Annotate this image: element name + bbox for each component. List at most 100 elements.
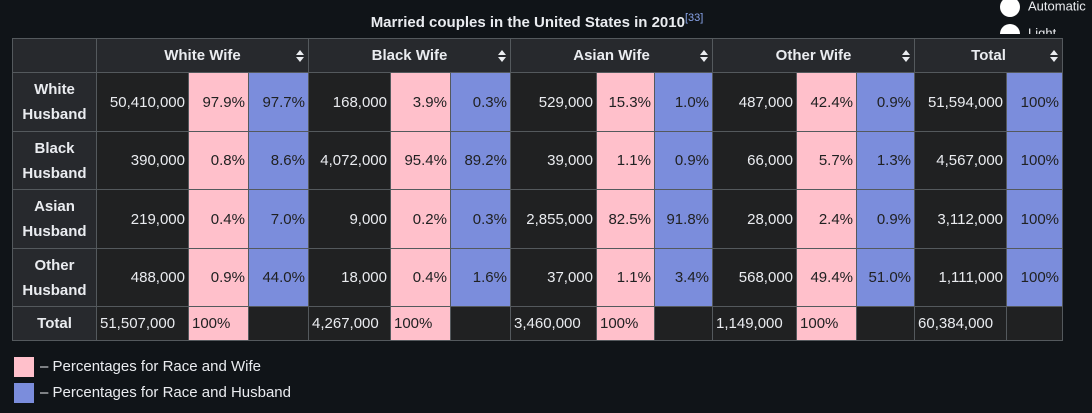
table-cell: 100% [188,306,249,341]
table-cell: 100% [1006,248,1064,307]
table-cell: 0.8% [188,131,249,190]
empty-cell [856,306,916,341]
theme-option[interactable]: Automatic [1000,0,1086,17]
table-cell: 1.3% [856,131,916,190]
table-cell: 97.9% [188,72,249,132]
table-cell: 66,000 [712,131,798,190]
table-cell: 9,000 [308,189,391,249]
table-cell: 1.0% [653,72,714,132]
caption-title: Married couples in the United States in … [370,14,685,31]
table-cell: 89.2% [450,131,511,190]
table-cell: 82.5% [596,189,655,249]
table-cell: 50,410,000 [96,72,189,132]
table-cell: 1.1% [596,131,655,190]
table-cell: 0.9% [856,189,916,249]
legend-item: – Percentages for Race and Wife [14,357,261,377]
table-cell: 8.6% [248,131,309,190]
table-cell: 4,072,000 [308,131,391,190]
table-cell: 100% [1006,72,1064,132]
table-cell: 100% [1006,189,1064,249]
theme-label: Automatic [1028,0,1086,14]
table-cell: 0.3% [450,189,511,249]
column-title: Total [971,47,1006,64]
table-cell: 49.4% [796,248,858,307]
table-cell: 2,855,000 [510,189,597,249]
table-cell: 44.0% [248,248,309,307]
table-cell: 487,000 [712,72,798,132]
table-cell: 1,111,000 [914,248,1008,307]
table-cell: 28,000 [712,189,798,249]
data-table: White Wife Black Wife Asian Wife Other Wife… [12,38,1064,341]
table-cell: 0.4% [390,248,451,307]
table-cell: 0.3% [450,72,511,132]
radio[interactable] [1000,0,1020,17]
row-header: Black Husband [12,131,97,190]
row-header: White Husband [12,72,97,132]
column-title: Black Wife [371,47,448,64]
table-cell: 2.4% [796,189,858,249]
table-cell: 1.6% [450,248,511,307]
column-header[interactable]: Asian Wife [509,38,714,73]
radio[interactable] [1000,24,1020,34]
empty-cell [653,306,714,341]
table-caption: Married couples in the United States in … [12,12,1062,31]
column-title: Asian Wife [573,47,650,64]
theme-option[interactable]: Light [1000,24,1056,34]
column-header[interactable]: Black Wife [308,38,511,73]
table-cell: 51,507,000 [96,306,189,341]
table-row: Black Husband 390,000 0.8% 8.6% 4,072,000 95.… [12,131,1064,190]
column-header[interactable]: Other Wife [712,38,916,73]
table-cell: 4,267,000 [308,306,391,341]
table-cell: 3,460,000 [510,306,597,341]
table-cell: 219,000 [96,189,189,249]
legend-item: – Percentages for Race and Husband [14,383,291,403]
table-cell: 51,594,000 [914,72,1008,132]
table-cell: 5.7% [796,131,858,190]
table-row: Other Husband 488,000 0.9% 44.0% 18,000 0.4% 1… [12,248,1064,307]
table-row: White Husband 50,410,000 97.9% 97.7% 168,000… [12,72,1064,132]
table-row: Total 51,507,000 100% 4,267,000 100% 3,460,00… [12,306,1064,341]
table-cell: 15.3% [596,72,655,132]
table-cell: 529,000 [510,72,597,132]
corner-cell [12,38,97,73]
table-cell: 390,000 [96,131,189,190]
table-cell: 0.4% [188,189,249,249]
legend-label: – Percentages for Race and Husband [40,383,291,401]
table-cell: 488,000 [96,248,189,307]
table-row: Asian Husband 219,000 0.4% 7.0% 9,000 0.2% 0.3… [12,189,1064,249]
table-cell: 37,000 [510,248,597,307]
table-cell: 100% [596,306,655,341]
table-cell: 3.4% [653,248,714,307]
legend-swatch [14,383,34,403]
table-cell: 3,112,000 [914,189,1008,249]
column-header[interactable]: White Wife [96,38,309,73]
table-cell: 0.9% [188,248,249,307]
table-cell: 168,000 [308,72,391,132]
column-header[interactable]: Total [914,38,1064,73]
table-cell: 100% [390,306,451,341]
table-cell: 42.4% [796,72,858,132]
table-cell: 100% [1006,131,1064,190]
reference-link[interactable]: [33] [684,12,704,24]
empty-cell [450,306,511,341]
table-cell: 91.8% [653,189,714,249]
row-header: Asian Husband [12,189,97,249]
table-cell: 7.0% [248,189,309,249]
table-cell: 100% [796,306,858,341]
table-cell: 60,384,000 [914,306,1008,341]
table-cell: 0.9% [653,131,714,190]
table-cell: 97.7% [248,72,309,132]
table-cell: 3.9% [390,72,451,132]
row-header: Other Husband [12,248,97,307]
table-cell: 4,567,000 [914,131,1008,190]
empty-cell [248,306,309,341]
row-header: Total [12,306,97,341]
theme-label: Light [1028,25,1057,34]
table-cell: 1,149,000 [712,306,798,341]
table-cell: 568,000 [712,248,798,307]
column-title: Other Wife [775,47,852,64]
empty-cell [1006,306,1064,341]
table-cell: 0.2% [390,189,451,249]
table-cell: 51.0% [856,248,916,307]
